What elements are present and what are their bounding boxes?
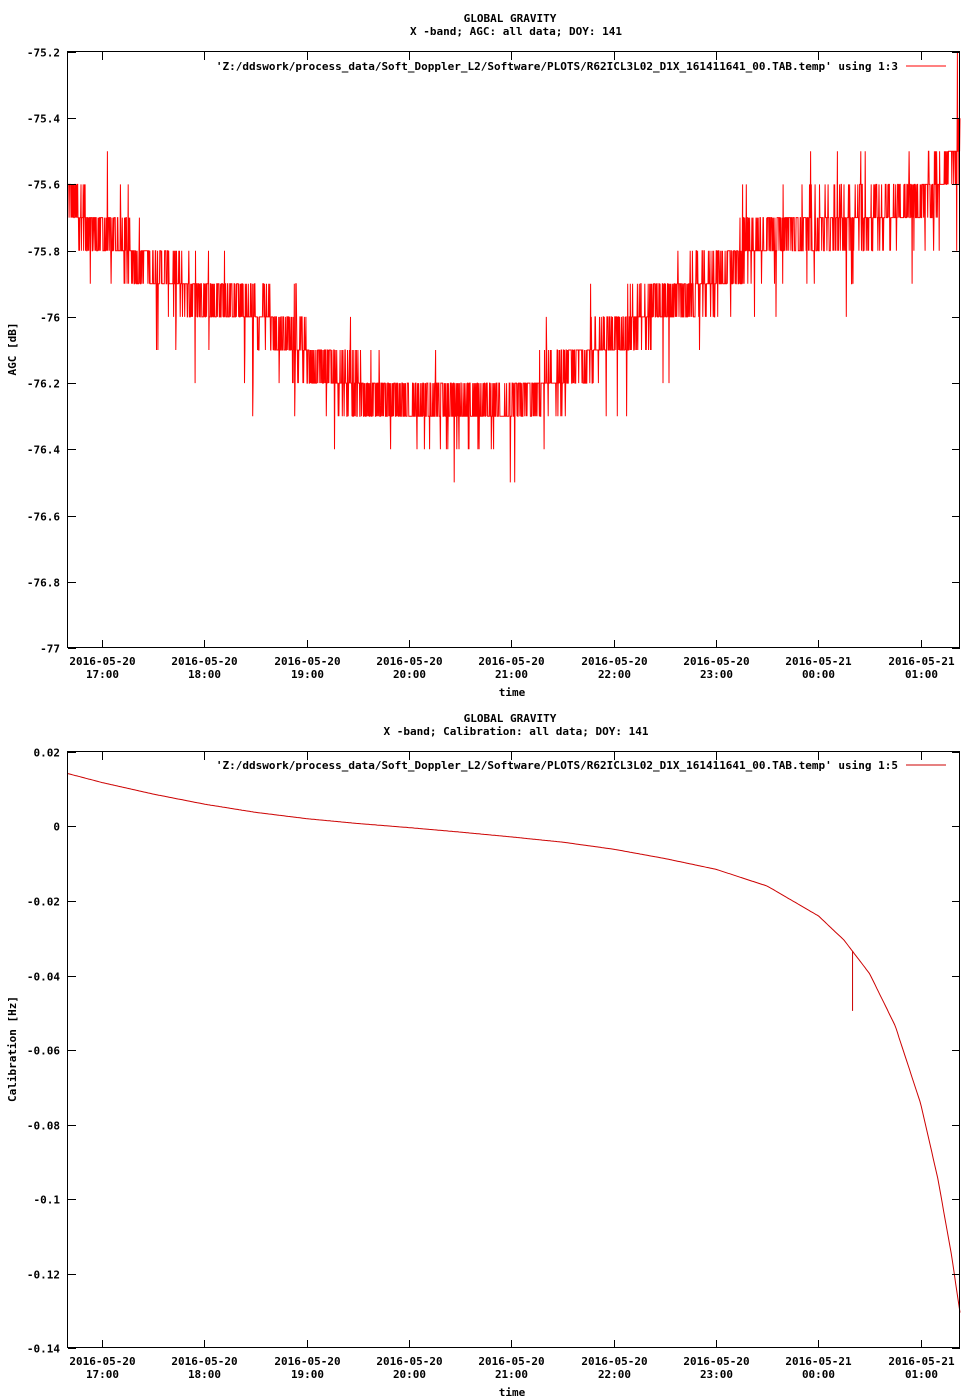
y-tick-label: 0 [53,821,60,834]
y-tick-label: -0.04 [27,971,60,984]
x-tick-time: 18:00 [188,1368,221,1381]
legend-label: 'Z:/ddswork/process_data/Soft_Doppler_L2… [216,759,898,772]
x-tick-time: 01:00 [905,668,938,681]
chart-title: GLOBAL GRAVITY [464,12,557,25]
plot-frame [67,51,960,648]
y-tick-label: -76.4 [27,444,60,457]
x-tick-date: 2016-05-20 [274,1355,340,1368]
x-tick-time: 21:00 [495,1368,528,1381]
x-tick-date: 2016-05-21 [888,1355,955,1368]
x-tick-date: 2016-05-20 [478,655,544,668]
y-tick-label: -0.06 [27,1045,60,1058]
y-tick-label: -0.12 [27,1269,60,1282]
y-tick-label: -0.1 [34,1194,61,1207]
x-tick-date: 2016-05-20 [683,1355,749,1368]
chart-subtitle: X -band; AGC: all data; DOY: 141 [410,25,622,38]
x-tick-time: 19:00 [291,1368,324,1381]
x-tick-time: 23:00 [700,668,733,681]
x-tick-time: 00:00 [802,668,835,681]
x-tick-date: 2016-05-20 [69,1355,135,1368]
chart-title: GLOBAL GRAVITY [464,712,557,725]
y-tick-label: -76.6 [27,511,60,524]
calibration-series [67,773,961,1313]
x-tick-time: 00:00 [802,1368,835,1381]
x-tick-date: 2016-05-20 [69,655,135,668]
x-tick-time: 01:00 [905,1368,938,1381]
y-tick-label: -76.2 [27,378,60,391]
axes: -75.2 -75.4 -75.6 -75.8 -76 -76.2 -76.4 -76.6 -7… [27,47,960,681]
calibration-line [67,773,961,1313]
y-tick-label: -75.6 [27,179,60,192]
y-tick-label: -0.08 [27,1120,60,1133]
x-tick-time: 19:00 [291,668,324,681]
chart-subtitle: X -band; Calibration: all data; DOY: 141 [384,725,649,738]
y-tick-label: -0.14 [27,1343,60,1356]
y-tick-label: -77 [40,643,60,656]
calibration-chart: GLOBAL GRAVITY X -band; Calibration: all… [6,712,961,1399]
x-tick-time: 21:00 [495,668,528,681]
x-tick-time: 22:00 [598,1368,631,1381]
agc-chart: GLOBAL GRAVITY X -band; AGC: all data; D… [6,12,961,699]
x-tick-date: 2016-05-20 [171,1355,237,1368]
x-axis-label: time [499,1386,526,1399]
x-tick-time: 20:00 [393,1368,426,1381]
y-tick-label: -75.2 [27,47,60,60]
x-tick-time: 22:00 [598,668,631,681]
plot-frame [67,751,960,1348]
y-tick-label: -75.8 [27,246,60,259]
legend-label: 'Z:/ddswork/process_data/Soft_Doppler_L2… [216,60,898,73]
x-axis-label: time [499,686,526,699]
x-tick-date: 2016-05-21 [785,655,852,668]
x-tick-time: 18:00 [188,668,221,681]
x-tick-date: 2016-05-20 [376,1355,442,1368]
agc-line [68,51,961,483]
y-tick-label: 0.02 [34,747,61,760]
x-tick-date: 2016-05-21 [785,1355,852,1368]
x-tick-time: 17:00 [86,668,119,681]
axes: 0.02 0 -0.02 -0.04 -0.06 -0.08 -0.1 -0.12 -0.14 2… [27,747,960,1381]
y-tick-label: -0.02 [27,896,60,909]
x-tick-date: 2016-05-21 [888,655,955,668]
x-tick-date: 2016-05-20 [683,655,749,668]
y-axis-label: AGC [dB] [6,323,19,376]
y-tick-label: -75.4 [27,113,60,126]
x-tick-date: 2016-05-20 [581,655,647,668]
y-tick-label: -76.8 [27,577,60,590]
x-tick-date: 2016-05-20 [376,655,442,668]
x-tick-date: 2016-05-20 [478,1355,544,1368]
y-tick-label: -76 [40,312,60,325]
x-tick-time: 20:00 [393,668,426,681]
y-axis-label: Calibration [Hz] [6,996,19,1102]
x-tick-date: 2016-05-20 [581,1355,647,1368]
x-tick-time: 23:00 [700,1368,733,1381]
agc-series [68,51,961,483]
x-tick-date: 2016-05-20 [274,655,340,668]
x-tick-date: 2016-05-20 [171,655,237,668]
x-tick-time: 17:00 [86,1368,119,1381]
